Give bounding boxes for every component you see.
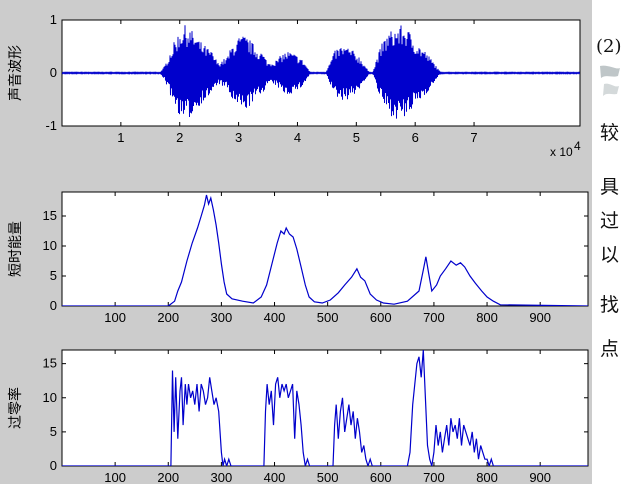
x-tick-label: 300 xyxy=(211,310,233,325)
y-tick-label: 0 xyxy=(50,65,57,80)
x-tick-label: 200 xyxy=(157,470,179,484)
y-axis-label: 声音波形 xyxy=(7,45,24,101)
x-tick-label: 600 xyxy=(370,310,392,325)
x-tick-label: 100 xyxy=(104,310,126,325)
y-tick-label: 15 xyxy=(43,356,57,371)
x-tick-label: 700 xyxy=(423,310,445,325)
x-tick-label: 4 xyxy=(294,130,301,145)
series-line xyxy=(62,350,588,466)
x-tick-label: 800 xyxy=(476,470,498,484)
axes-2 xyxy=(61,191,589,307)
x-exponent-label: x 10 xyxy=(550,145,573,159)
x-tick-label: 7 xyxy=(470,130,477,145)
x-exponent-power: 4 xyxy=(574,139,581,153)
matlab-figure: 1 2 3 4 5 6 7 -1 0 1 声音波形 x 10 4 100 200 300 400 500 600 70… xyxy=(0,0,592,484)
y-tick-label: -1 xyxy=(45,118,57,133)
x-tick-label: 900 xyxy=(529,310,551,325)
x-tick-label: 2 xyxy=(176,130,183,145)
x-tick-label: 100 xyxy=(104,470,126,484)
side-text-char: 过 xyxy=(600,210,620,232)
side-text-char: 找 xyxy=(600,294,620,316)
y-tick-label: 10 xyxy=(43,390,57,405)
y-tick-label: 10 xyxy=(43,238,57,253)
y-tick-label: 5 xyxy=(50,424,57,439)
x-tick-label: 500 xyxy=(317,310,339,325)
y-tick-label: 15 xyxy=(43,208,57,223)
x-tick-label: 3 xyxy=(235,130,242,145)
x-tick-label: 400 xyxy=(264,470,286,484)
x-tick-label: 5 xyxy=(353,130,360,145)
y-tick-label: 1 xyxy=(50,12,57,27)
ink-stroke-decoration xyxy=(600,65,620,96)
side-text-top: (2) xyxy=(596,36,622,57)
x-tick-label: 800 xyxy=(476,310,498,325)
side-text-char: 具 xyxy=(600,176,620,198)
side-text-char: 较 xyxy=(600,122,620,144)
y-axis-label: 短时能量 xyxy=(8,221,24,277)
series-line xyxy=(62,194,588,306)
x-tick-label: 400 xyxy=(264,310,286,325)
x-tick-label: 200 xyxy=(157,310,179,325)
x-tick-label: 1 xyxy=(117,130,124,145)
x-tick-label: 500 xyxy=(317,470,339,484)
x-tick-label: 600 xyxy=(370,470,392,484)
y-tick-label: 0 xyxy=(50,458,57,473)
side-text-char: 以 xyxy=(600,244,620,266)
x-tick-label: 300 xyxy=(211,470,233,484)
y-tick-label: 0 xyxy=(50,298,57,313)
x-tick-label: 6 xyxy=(412,130,419,145)
y-axis-label: 过零率 xyxy=(7,387,24,429)
x-tick-label: 700 xyxy=(423,470,445,484)
y-tick-label: 5 xyxy=(50,268,57,283)
waveform-line xyxy=(62,25,580,119)
axes-3 xyxy=(61,349,589,467)
side-text-char: 点 xyxy=(600,338,620,360)
x-tick-label: 900 xyxy=(529,470,551,484)
